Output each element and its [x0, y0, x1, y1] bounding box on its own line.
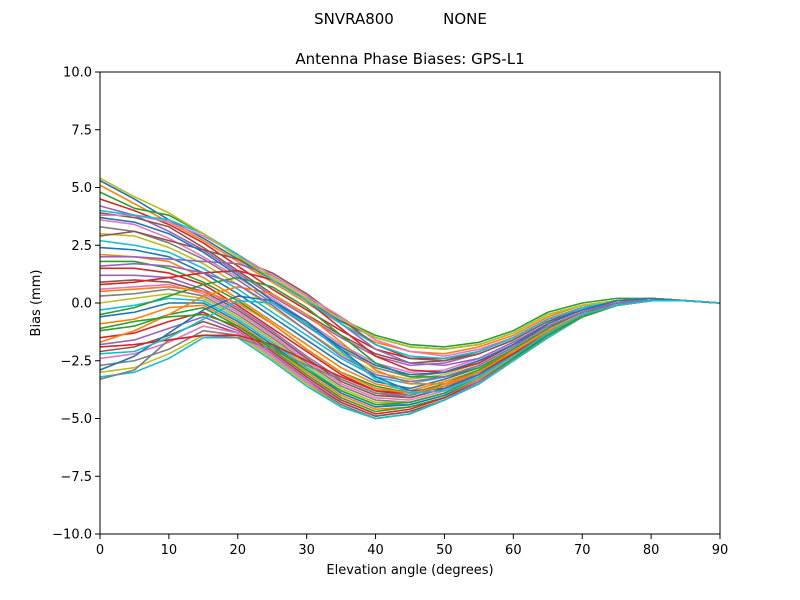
x-tick-label: 40: [367, 543, 384, 558]
y-axis-label: Bias (mm): [29, 270, 44, 337]
figure-suptitle-left: SNVRA800: [314, 10, 394, 28]
y-tick-label: 2.5: [71, 239, 92, 254]
series-line-2: [100, 184, 720, 355]
y-tick-label: 7.5: [71, 123, 92, 138]
y-tick-label: 10.0: [63, 66, 92, 81]
x-tick-label: 90: [712, 543, 729, 558]
series-line-33: [100, 276, 720, 378]
series-line-27: [100, 299, 720, 420]
x-tick-label: 80: [643, 543, 660, 558]
series-layer: [100, 177, 720, 420]
y-axis: −10.0 −7.5 −5.0 −2.5 0.0 2.5 5.0 7.5 10.0: [52, 66, 100, 543]
series-line-42: [100, 216, 720, 376]
y-tick-label: 0.0: [71, 297, 92, 312]
series-line-28: [100, 299, 720, 420]
x-tick-label: 70: [574, 543, 591, 558]
series-line-30: [100, 299, 720, 420]
series-line-29: [100, 299, 720, 420]
series-line-3: [100, 191, 720, 348]
y-tick-label: 5.0: [71, 181, 92, 196]
y-tick-label: −5.0: [60, 412, 92, 427]
y-tick-label: −10.0: [52, 528, 92, 543]
y-tick-label: −2.5: [60, 354, 92, 369]
x-tick-label: 30: [298, 543, 315, 558]
chart-title: Antenna Phase Biases: GPS-L1: [295, 50, 524, 68]
series-line-7: [100, 219, 720, 374]
x-tick-label: 60: [505, 543, 522, 558]
x-axis-label: Elevation angle (degrees): [326, 563, 493, 578]
x-tick-label: 50: [436, 543, 453, 558]
series-line-11: [100, 246, 720, 390]
y-tick-label: −7.5: [60, 470, 92, 485]
x-tick-label: 20: [230, 543, 247, 558]
x-axis: 0 10 20 30 40 50 60 70 80 90: [96, 534, 728, 558]
x-tick-label: 10: [161, 543, 178, 558]
figure-suptitle-right: NONE: [443, 10, 487, 28]
series-line-45: [100, 262, 720, 383]
series-line-46: [100, 299, 720, 394]
x-tick-label: 0: [96, 543, 104, 558]
